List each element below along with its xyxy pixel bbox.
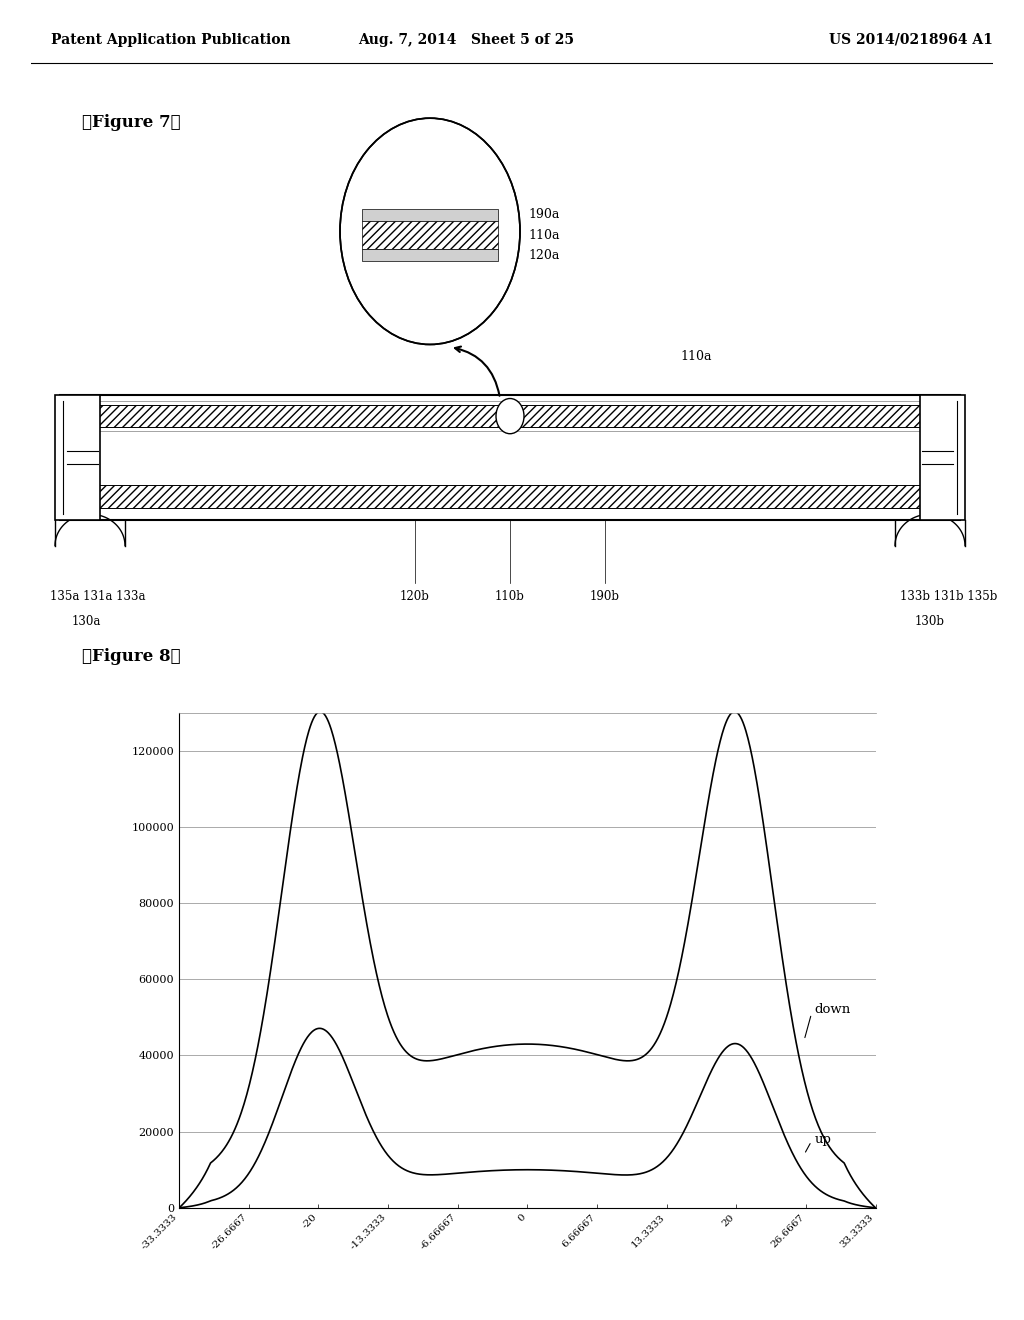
Text: 120a: 120a bbox=[528, 248, 559, 261]
Text: 130a: 130a bbox=[72, 615, 101, 628]
Text: 190a: 190a bbox=[528, 209, 559, 222]
Circle shape bbox=[496, 399, 524, 434]
Bar bbox=[55, 395, 100, 520]
Text: 120b: 120b bbox=[400, 590, 430, 603]
Bar bbox=[362, 209, 498, 222]
Bar bbox=[362, 222, 498, 249]
Circle shape bbox=[340, 119, 520, 345]
Text: 110a: 110a bbox=[680, 350, 712, 363]
Text: 【Figure 7】: 【Figure 7】 bbox=[82, 114, 180, 131]
Text: 130b: 130b bbox=[915, 615, 945, 628]
Bar bbox=[60, 395, 961, 520]
Text: Patent Application Publication: Patent Application Publication bbox=[51, 33, 291, 46]
Text: 133b 131b 135b: 133b 131b 135b bbox=[900, 590, 997, 603]
Bar bbox=[90, 486, 930, 508]
Text: down: down bbox=[815, 1003, 851, 1016]
Text: up: up bbox=[815, 1133, 831, 1146]
Text: 135a 131a 133a: 135a 131a 133a bbox=[50, 590, 145, 603]
Text: 【Figure 8】: 【Figure 8】 bbox=[82, 648, 180, 665]
Text: US 2014/0218964 A1: US 2014/0218964 A1 bbox=[829, 33, 993, 46]
Text: 110b: 110b bbox=[495, 590, 525, 603]
Text: 190b: 190b bbox=[590, 590, 620, 603]
Text: 110a: 110a bbox=[528, 228, 559, 242]
Bar bbox=[362, 249, 498, 261]
Bar bbox=[90, 405, 930, 428]
Bar bbox=[920, 395, 965, 520]
Text: Aug. 7, 2014   Sheet 5 of 25: Aug. 7, 2014 Sheet 5 of 25 bbox=[357, 33, 573, 46]
